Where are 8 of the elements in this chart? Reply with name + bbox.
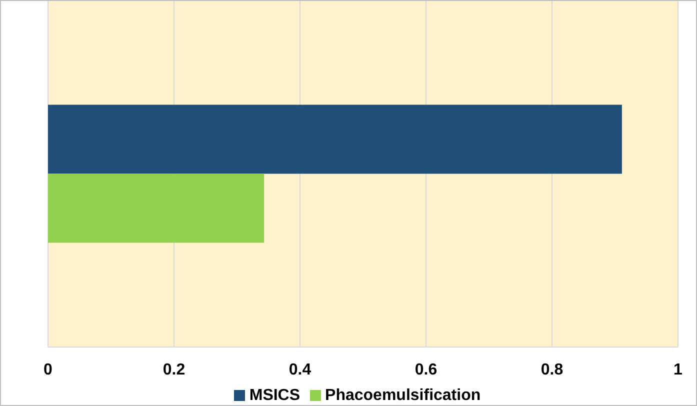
x-tick-label: 0.2 (162, 361, 186, 378)
legend-label: MSICS (249, 387, 300, 404)
x-tick-label: 1 (674, 361, 683, 378)
x-tick-label: 0.4 (288, 361, 312, 378)
x-tick-label: 0 (44, 361, 53, 378)
x-tick-label: 0.6 (414, 361, 438, 378)
x-tick-label: 0.8 (540, 361, 564, 378)
legend-label: Phacoemulsification (325, 387, 481, 404)
